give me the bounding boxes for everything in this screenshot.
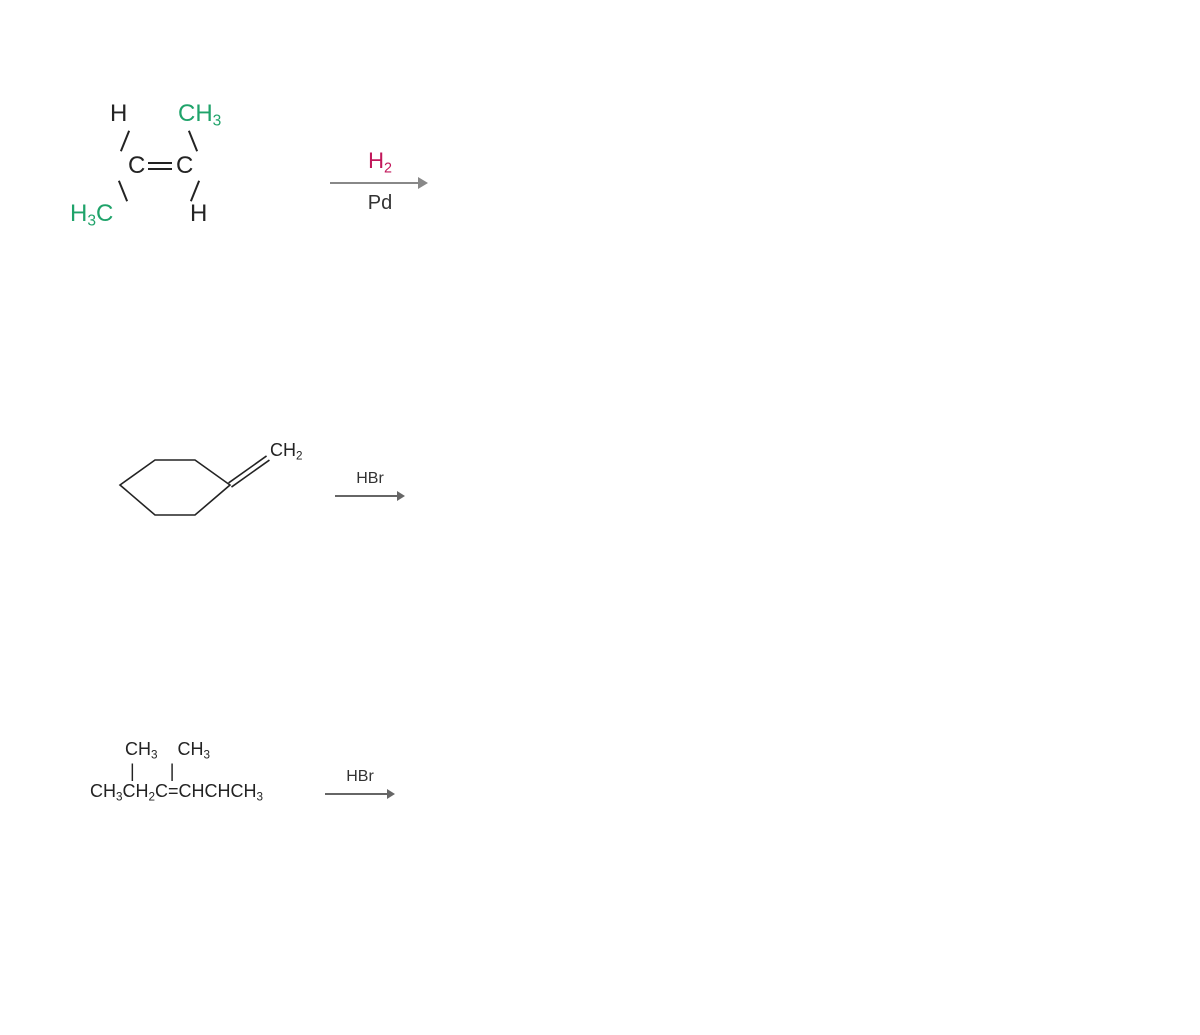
r1-bond-br	[190, 180, 200, 201]
r1-H-top-left: H	[110, 100, 127, 128]
r3-row-mid: | |	[90, 762, 263, 782]
r2-exo-bond-2	[229, 456, 267, 483]
r3-reagent-hbr: HBr	[325, 768, 395, 786]
r3-condensed-formula: CH3 CH3 | | CH3CH2C=CHCHCH3	[90, 740, 263, 805]
r1-H3C-bottom-left: H3C	[70, 200, 113, 231]
r1-C-right: C	[176, 152, 193, 180]
r1-reagent-h2: H2	[330, 148, 430, 176]
reaction-2: CH2 HBr	[80, 430, 400, 570]
r1-bond-bl	[118, 180, 128, 201]
cyclohexane-ring-icon	[120, 460, 230, 515]
r2-arrow: HBr	[335, 470, 405, 502]
arrow-icon	[335, 490, 405, 502]
r2-exo-bond-1	[231, 460, 269, 487]
r1-C-left: C	[128, 152, 145, 180]
r1-bond-tr	[188, 130, 198, 151]
r1-double-bond-bot	[148, 168, 172, 170]
r2-CH2-label: CH2	[270, 440, 303, 463]
r3-arrow: HBr	[325, 768, 395, 800]
r3-row-top: CH3 CH3	[90, 740, 263, 762]
reaction-3: CH3 CH3 | | CH3CH2C=CHCHCH3 HBr	[90, 740, 450, 860]
r1-bond-tl	[120, 130, 130, 151]
r1-arrow: H2 Pd	[330, 148, 430, 215]
r1-H-bottom-right: H	[190, 200, 207, 228]
arrow-icon	[330, 176, 430, 190]
r1-double-bond-top	[148, 162, 172, 164]
r2-reagent-hbr: HBr	[335, 470, 405, 488]
r3-row-bot: CH3CH2C=CHCHCH3	[90, 782, 263, 804]
r1-CH3-top-right: CH3	[178, 100, 221, 131]
reaction-1: H CH3 H3C H C C H2 Pd	[70, 100, 390, 260]
r1-catalyst-pd: Pd	[330, 192, 430, 215]
arrow-icon	[325, 788, 395, 800]
